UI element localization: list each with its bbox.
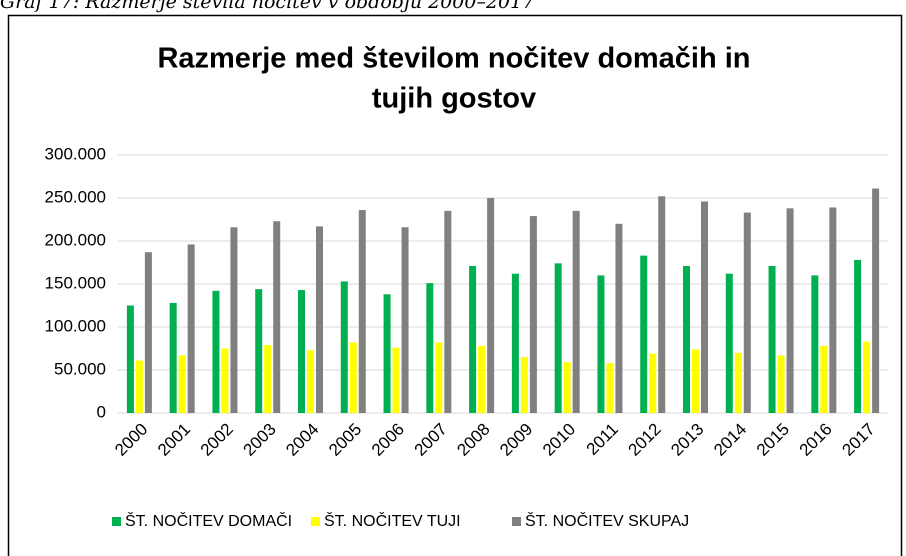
- bar: [820, 345, 828, 413]
- bar: [478, 345, 486, 413]
- y-tick-label: 0: [97, 402, 106, 421]
- legend-label: ŠT. NOČITEV TUJI: [324, 511, 461, 530]
- bar: [786, 208, 794, 413]
- bar: [649, 353, 657, 413]
- caption: Graf 17: Razmerje števila nočitev v obdo…: [0, 0, 535, 13]
- bar: [144, 252, 152, 413]
- bar: [221, 348, 229, 413]
- bar: [511, 273, 519, 413]
- bar: [349, 342, 357, 413]
- bar: [529, 216, 537, 413]
- bar: [683, 265, 690, 413]
- bar: [316, 226, 323, 413]
- bar: [640, 255, 648, 413]
- bar: [135, 360, 143, 413]
- bar: [872, 188, 880, 413]
- bar: [734, 352, 742, 413]
- bar: [273, 221, 281, 413]
- bar: [212, 290, 220, 413]
- bar: [777, 355, 785, 413]
- bar: [615, 223, 623, 413]
- bar: [572, 210, 580, 413]
- bar: [554, 263, 562, 413]
- bar: [563, 362, 571, 413]
- bar: [178, 355, 186, 413]
- bar: [383, 294, 391, 413]
- bar: [169, 302, 177, 413]
- chart-frame: [7, 14, 903, 556]
- bar: [606, 363, 614, 413]
- bar: [658, 196, 666, 413]
- bar: [307, 350, 314, 413]
- bar: [520, 357, 528, 413]
- y-tick-label: 300.000: [45, 144, 106, 163]
- y-tick-label: 150.000: [45, 273, 106, 292]
- bar: [692, 349, 699, 413]
- legend-swatch: [112, 517, 121, 526]
- y-tick-label: 250.000: [45, 187, 106, 206]
- bar: [340, 281, 348, 413]
- bar: [392, 347, 400, 413]
- y-tick-label: 100.000: [45, 316, 106, 335]
- bar: [255, 289, 263, 413]
- bar: [187, 244, 195, 413]
- bar: [597, 275, 605, 413]
- legend-swatch: [311, 517, 320, 526]
- y-tick-label: 200.000: [45, 230, 106, 249]
- bar: [444, 210, 452, 413]
- bar: [469, 265, 477, 413]
- bar: [358, 210, 366, 413]
- bar: [298, 290, 305, 413]
- y-tick-label: 50.000: [54, 359, 106, 378]
- bar: [435, 342, 443, 413]
- bar: [829, 207, 837, 413]
- bar: [725, 273, 733, 413]
- bar: [701, 201, 708, 413]
- bar: [126, 305, 134, 413]
- bar: [401, 227, 409, 413]
- bar: [854, 259, 862, 413]
- legend-label: ŠT. NOČITEV SKUPAJ: [525, 511, 689, 530]
- chart-title: tujih gostov: [372, 83, 536, 115]
- bar: [426, 283, 434, 413]
- bar: [863, 341, 871, 413]
- bar: [743, 212, 751, 413]
- bar: [768, 265, 776, 413]
- bar: [264, 345, 272, 413]
- legend-swatch: [512, 517, 521, 526]
- legend-label: ŠT. NOČITEV DOMAČI: [125, 511, 292, 530]
- bar: [230, 227, 238, 413]
- chart-title: Razmerje med številom nočitev domačih in: [157, 43, 750, 75]
- bar: [811, 275, 819, 413]
- bar: [487, 198, 495, 413]
